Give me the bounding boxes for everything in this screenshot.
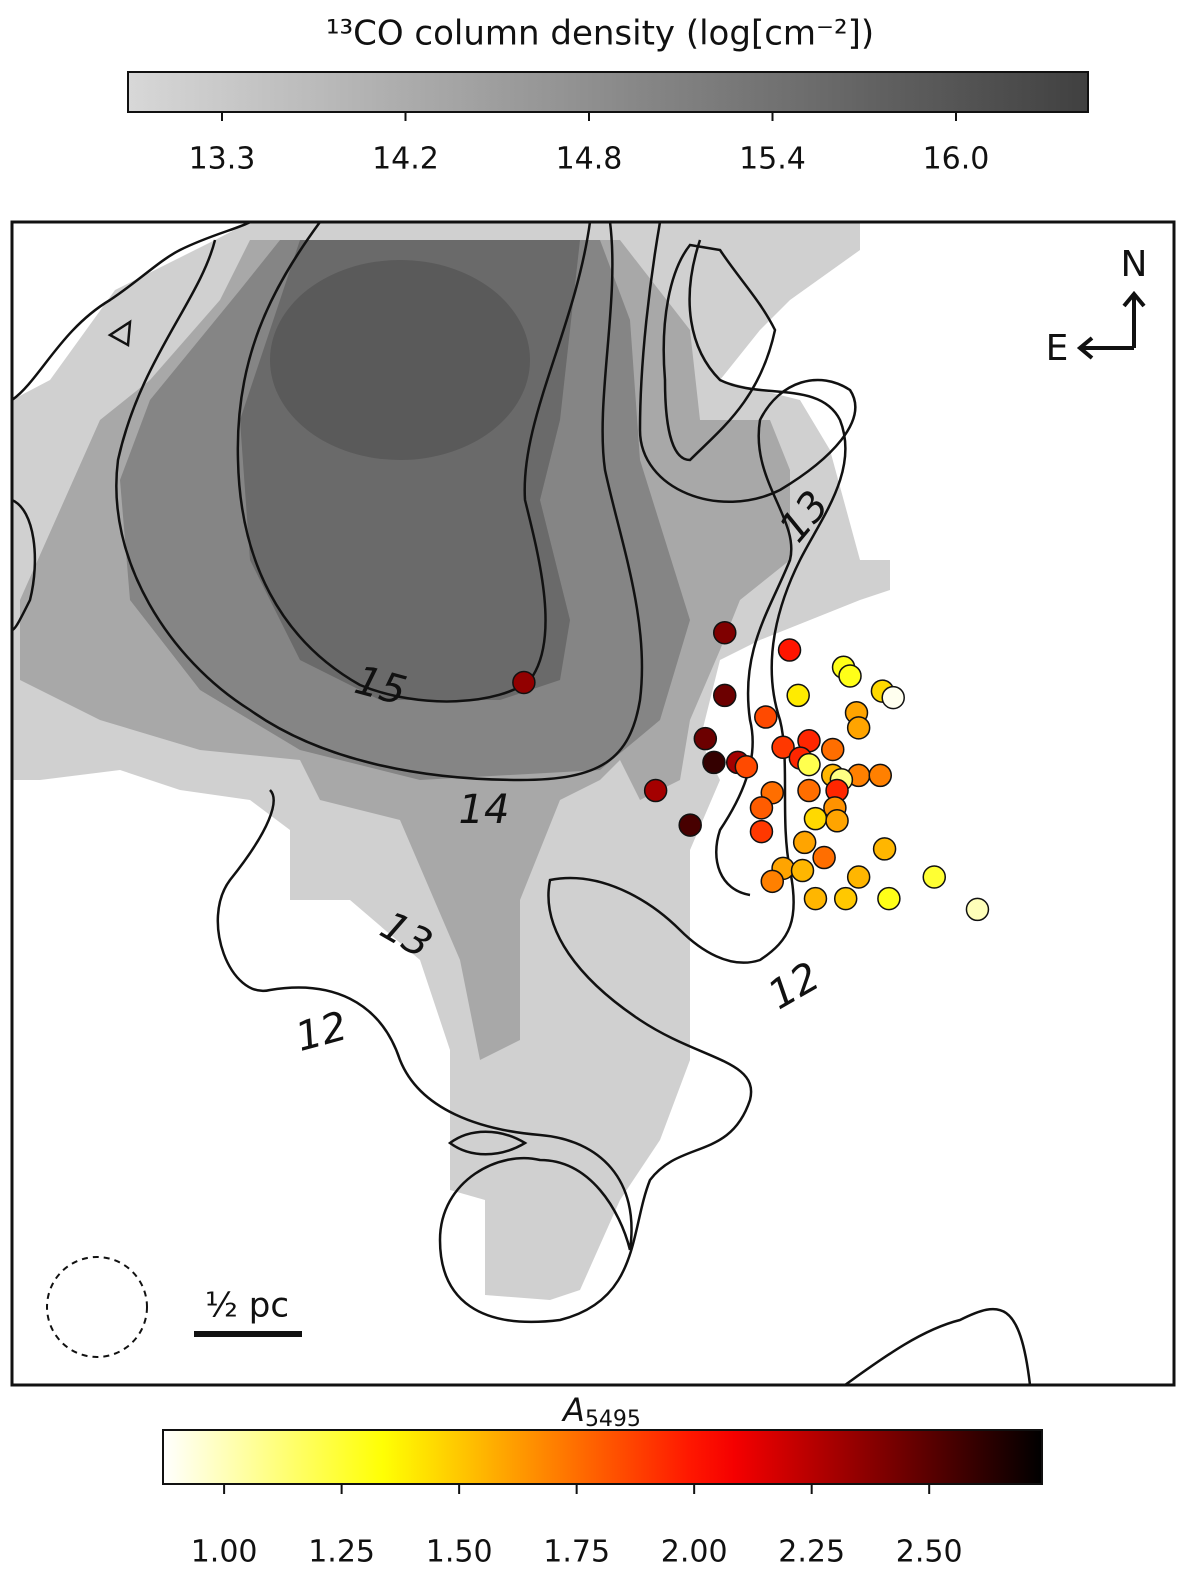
tick-label: 15.4 [739, 142, 806, 177]
colorbar-label-main: A [561, 1391, 585, 1429]
density-colorbar [127, 71, 1089, 113]
contour-line [438, 239, 847, 1324]
tick-label: 1.75 [543, 1535, 610, 1570]
star-point [693, 726, 718, 751]
star-point [760, 869, 785, 894]
star-point [797, 778, 821, 803]
star-point [790, 858, 815, 883]
points [512, 620, 990, 922]
map-frame [10, 220, 1176, 1387]
star-point [702, 750, 726, 775]
star-point [872, 837, 897, 861]
tick-label: 14.2 [372, 142, 439, 177]
tick-label: 1.00 [191, 1535, 258, 1570]
beam-circle [46, 1256, 148, 1358]
star-point [803, 806, 828, 831]
contour-line [447, 1130, 528, 1156]
star-point [754, 705, 778, 729]
tick-label: 13.3 [189, 142, 256, 177]
contour-line [216, 789, 633, 1251]
star-point [792, 830, 817, 855]
contour-line [12, 498, 37, 632]
star-point [749, 796, 774, 820]
star-point [643, 778, 668, 803]
contour-line [844, 1307, 1032, 1385]
tick-label: 2.00 [661, 1535, 728, 1570]
tick-label: 2.25 [778, 1535, 845, 1570]
star-point [749, 819, 774, 844]
tick-label: 16.0 [923, 142, 990, 177]
star-point [771, 735, 795, 760]
tick-label: 14.8 [556, 142, 623, 177]
star-point [877, 886, 901, 911]
star-point [713, 620, 737, 645]
star-point [777, 638, 802, 662]
star-point [881, 685, 905, 710]
star-point [922, 865, 947, 889]
compass-east: E [1046, 328, 1069, 369]
star-point [678, 813, 702, 837]
contour-line [236, 222, 592, 703]
tick-label: 1.25 [308, 1535, 375, 1570]
tick-label: 2.50 [896, 1535, 963, 1570]
contour-label: 12 [291, 1003, 352, 1061]
contour-line [107, 319, 132, 348]
star-point [786, 683, 810, 708]
density-region-core [270, 260, 530, 460]
star-point [868, 763, 893, 788]
star-point [820, 737, 845, 762]
contour-line [662, 243, 777, 462]
contour-label: 14 [459, 787, 510, 833]
star-point [825, 809, 849, 833]
star-point [512, 670, 536, 695]
compass-north: N [1121, 244, 1148, 285]
contour-line [115, 222, 644, 782]
contour-line [12, 222, 251, 402]
density-colorbar-title: ¹³CO column density (log[cm⁻²]) [326, 14, 874, 54]
star-point [734, 755, 759, 779]
star-point [846, 865, 871, 889]
star-point [838, 664, 862, 688]
star-point [797, 752, 821, 777]
star-point [812, 845, 836, 870]
colorbar-label: A5495 [561, 1391, 641, 1432]
map [12, 222, 1032, 1385]
tick-label: 1.50 [426, 1535, 493, 1570]
star-point [846, 716, 871, 740]
star-point [833, 886, 858, 911]
colorbar-label-subscript: 5495 [585, 1407, 641, 1432]
colorbar [162, 1429, 1043, 1485]
contour-label: 12 [760, 954, 827, 1019]
star-point [713, 683, 737, 708]
compass-arrows [1076, 290, 1146, 360]
scale-bar-label: ½ pc [205, 1286, 289, 1326]
star-point [965, 897, 990, 922]
star-point [803, 886, 828, 911]
